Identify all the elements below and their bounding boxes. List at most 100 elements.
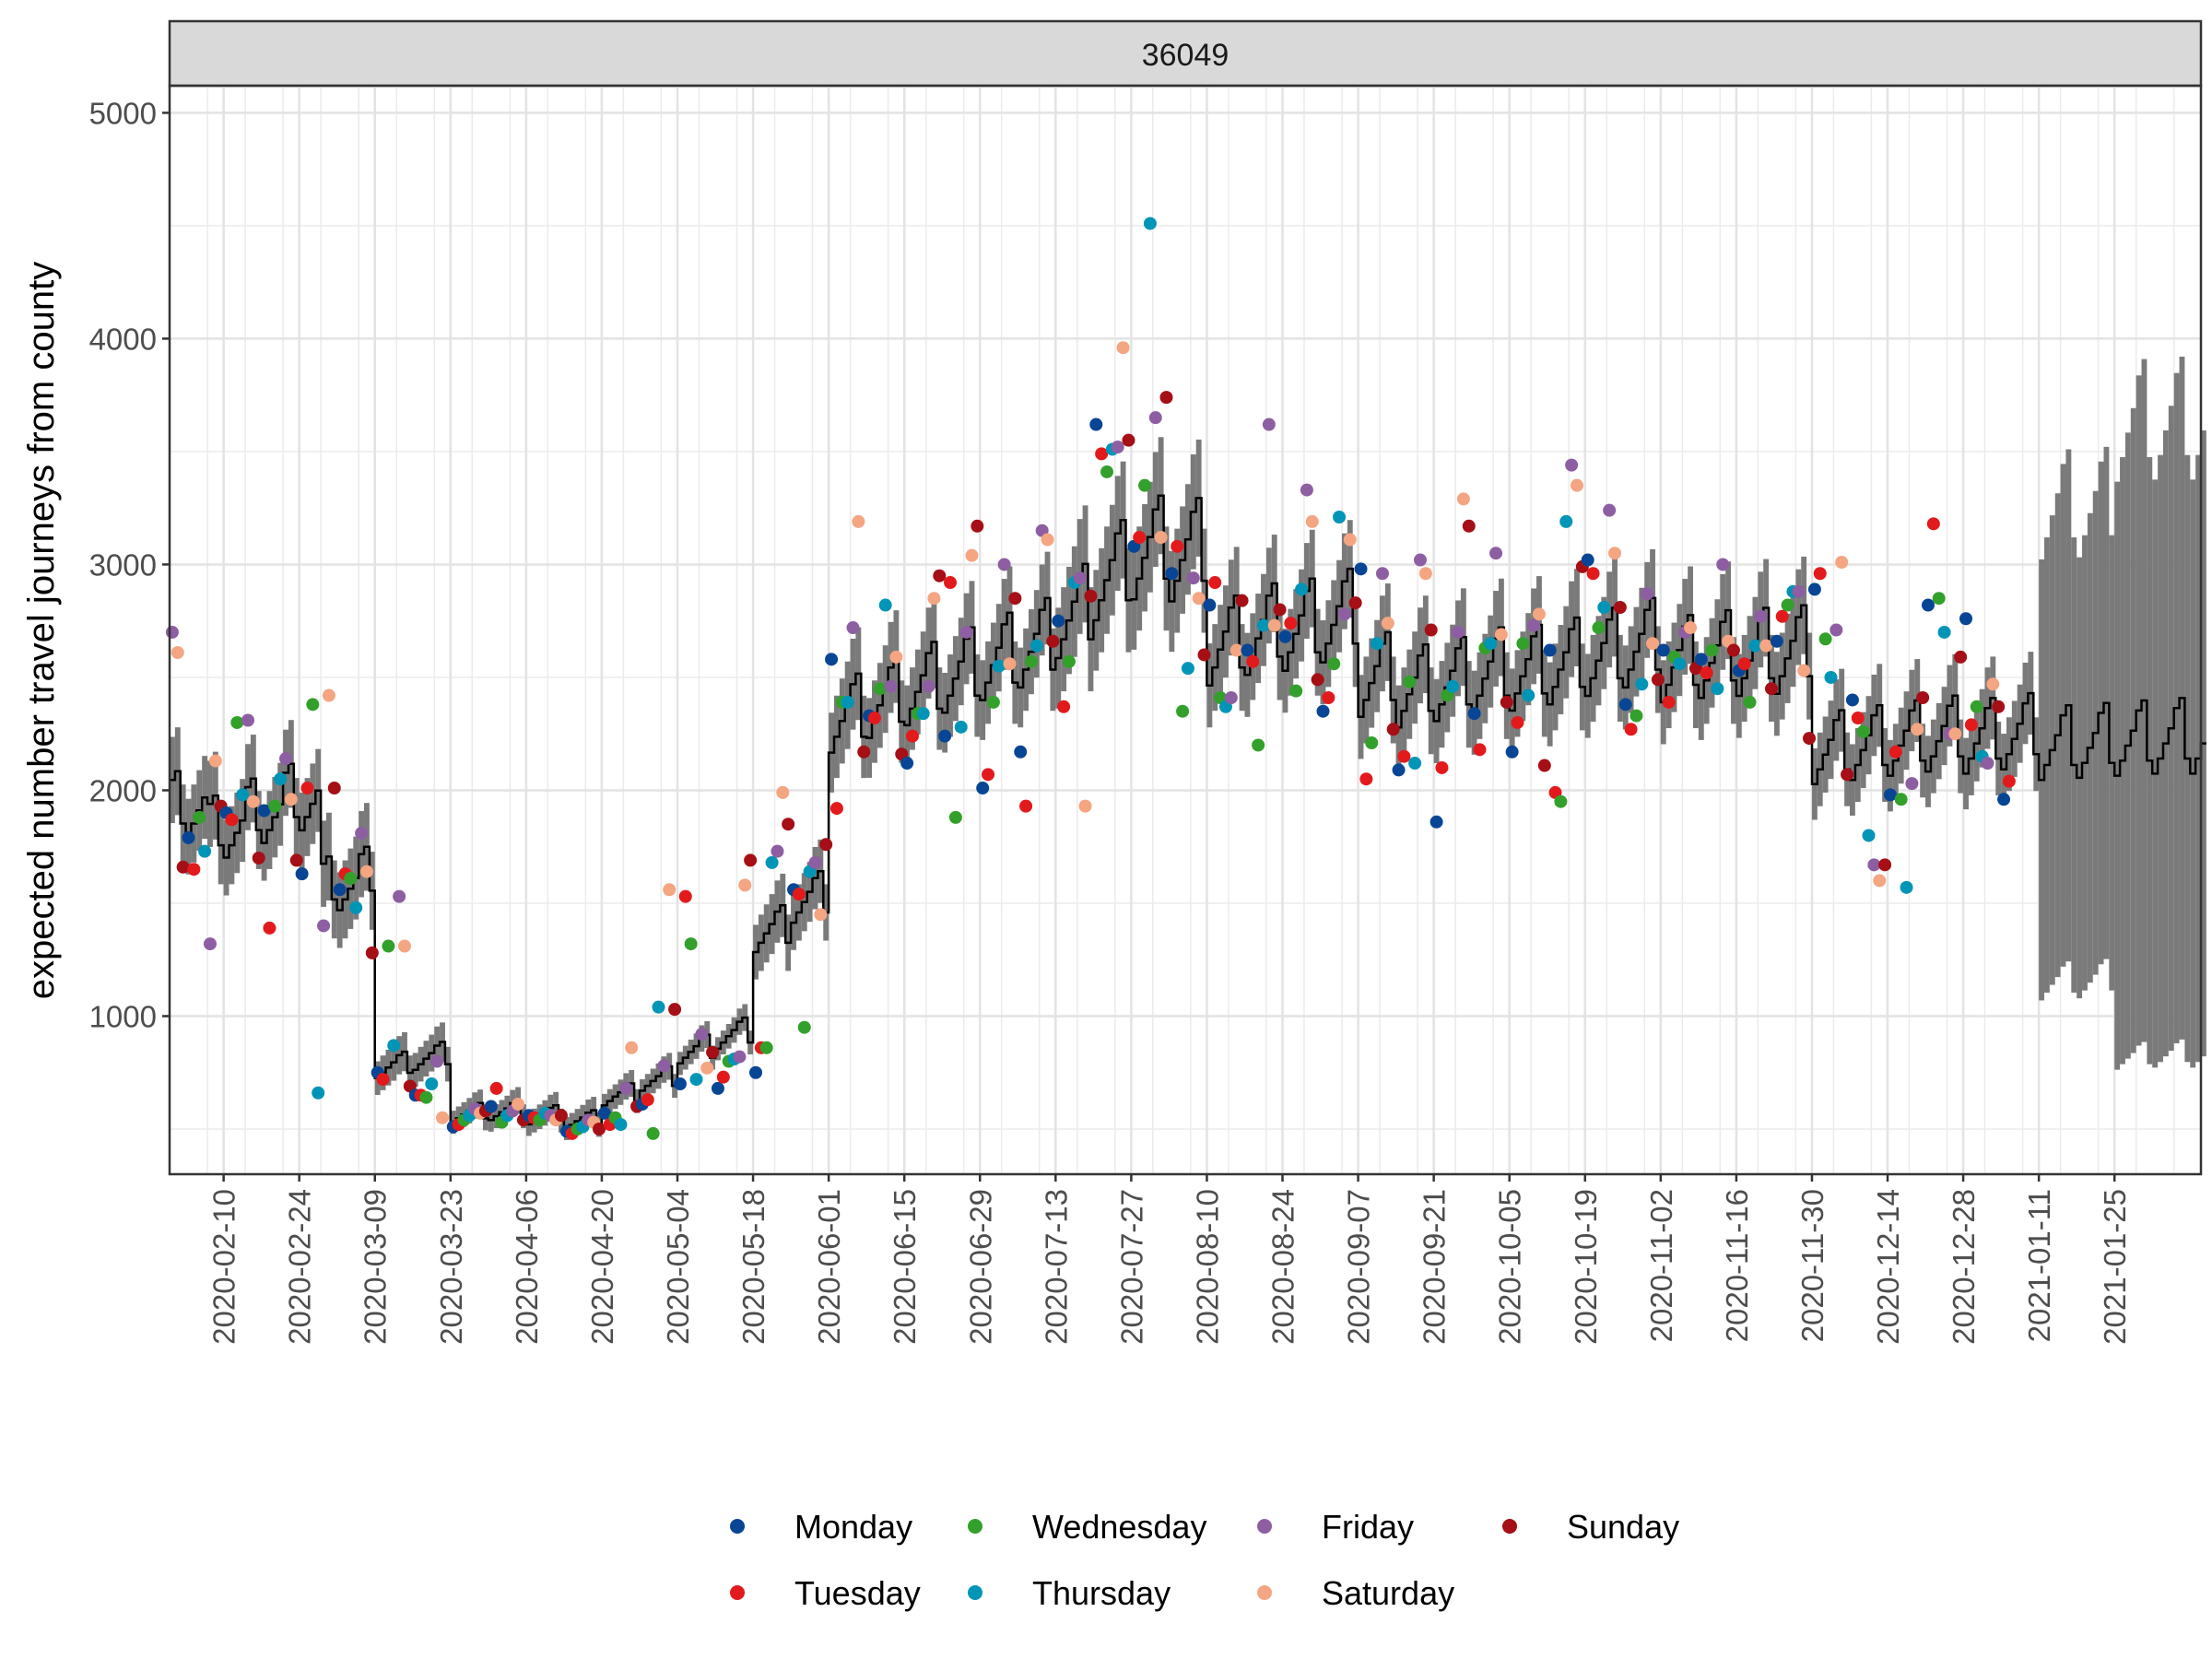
observed-point-tuesday xyxy=(300,782,313,794)
observed-point-saturday xyxy=(285,793,298,806)
observed-point-saturday xyxy=(436,1112,449,1124)
observed-point-monday xyxy=(674,1077,687,1090)
observed-point-monday xyxy=(485,1100,498,1112)
legend-key-thursday xyxy=(968,1585,982,1600)
observed-point-sunday xyxy=(857,746,870,759)
x-tick-label: 2020-05-04 xyxy=(661,1189,695,1345)
x-tick-label: 2020-12-14 xyxy=(1871,1189,1905,1345)
observed-point-sunday xyxy=(555,1109,568,1122)
observed-point-tuesday xyxy=(1473,743,1486,756)
observed-point-saturday xyxy=(1684,621,1697,634)
observed-point-friday xyxy=(1263,418,1276,431)
observed-point-monday xyxy=(1430,816,1443,829)
x-tick-label: 2020-02-24 xyxy=(283,1189,317,1345)
observed-point-monday xyxy=(1997,793,2010,806)
observed-point-thursday xyxy=(1711,682,1724,695)
observed-point-friday xyxy=(960,626,973,639)
observed-point-tuesday xyxy=(1965,718,1978,731)
observed-point-thursday xyxy=(387,1039,400,1052)
y-tick-label: 4000 xyxy=(89,322,157,356)
observed-point-saturday xyxy=(1533,607,1546,620)
observed-point-tuesday xyxy=(1776,610,1789,623)
observed-point-monday xyxy=(1619,698,1632,711)
observed-point-sunday xyxy=(1916,691,1929,704)
observed-point-wednesday xyxy=(1289,685,1302,698)
x-tick-label: 2020-11-30 xyxy=(1795,1189,1830,1342)
observed-point-monday xyxy=(1468,707,1481,720)
observed-point-sunday xyxy=(1463,520,1476,533)
observed-point-wednesday xyxy=(230,716,243,729)
observed-point-saturday xyxy=(1344,533,1357,546)
observed-point-monday xyxy=(1393,763,1406,776)
observed-point-tuesday xyxy=(982,768,994,781)
observed-point-friday xyxy=(1754,610,1767,623)
observed-point-thursday xyxy=(652,1001,665,1014)
observed-point-friday xyxy=(1792,585,1805,598)
observed-point-friday xyxy=(1565,459,1578,472)
observed-point-wednesday xyxy=(647,1127,660,1140)
observed-point-tuesday xyxy=(1738,657,1751,670)
observed-point-friday xyxy=(885,680,898,693)
observed-point-tuesday xyxy=(868,712,881,724)
observed-point-sunday xyxy=(1387,723,1400,735)
observed-point-thursday xyxy=(1522,689,1535,702)
observed-point-monday xyxy=(1089,418,1102,431)
observed-point-tuesday xyxy=(1852,712,1865,724)
observed-point-thursday xyxy=(1900,881,1913,894)
observed-point-monday xyxy=(1846,693,1859,706)
observed-point-sunday xyxy=(668,1003,681,1016)
observed-point-wednesday xyxy=(268,800,281,813)
observed-point-wednesday xyxy=(760,1041,773,1054)
observed-point-monday xyxy=(1771,635,1783,648)
observed-point-tuesday xyxy=(717,1071,730,1084)
observed-point-monday xyxy=(1544,644,1557,657)
observed-point-thursday xyxy=(1371,637,1383,650)
observed-point-sunday xyxy=(1765,682,1778,695)
observed-point-thursday xyxy=(1446,680,1459,693)
observed-point-tuesday xyxy=(906,730,919,743)
observed-point-tuesday xyxy=(490,1082,503,1095)
observed-point-tuesday xyxy=(2003,775,2016,788)
observed-point-wednesday xyxy=(949,811,962,824)
observed-point-monday xyxy=(976,782,989,794)
legend-label: Wednesday xyxy=(1032,1508,1206,1546)
observed-point-wednesday xyxy=(1327,657,1340,670)
observed-point-thursday xyxy=(349,901,362,914)
observed-point-wednesday xyxy=(193,811,206,824)
observed-point-saturday xyxy=(1571,479,1583,492)
observed-point-tuesday xyxy=(1435,761,1448,774)
x-tick-label: 2020-12-28 xyxy=(1947,1189,1981,1345)
y-tick-label: 2000 xyxy=(89,773,157,807)
observed-point-tuesday xyxy=(1057,700,1070,713)
observed-point-sunday xyxy=(1841,768,1853,781)
observed-point-friday xyxy=(1414,554,1427,567)
observed-point-saturday xyxy=(1041,533,1054,546)
observed-point-wednesday xyxy=(1100,465,1113,478)
observed-point-thursday xyxy=(1182,662,1194,675)
observed-point-thursday xyxy=(312,1087,324,1100)
observed-point-friday xyxy=(1641,587,1653,600)
observed-point-wednesday xyxy=(1516,637,1529,650)
observed-point-wednesday xyxy=(798,1021,811,1034)
observed-point-saturday xyxy=(1646,637,1659,650)
observed-point-saturday xyxy=(171,646,184,659)
observed-point-friday xyxy=(393,890,406,903)
observed-point-tuesday xyxy=(377,1073,390,1086)
x-tick-label: 2020-03-09 xyxy=(359,1189,393,1345)
observed-point-friday xyxy=(1830,624,1842,637)
observed-point-sunday xyxy=(971,520,983,533)
observed-point-friday xyxy=(1112,441,1124,453)
observed-point-sunday xyxy=(1122,434,1135,447)
x-tick-label: 2020-05-18 xyxy=(736,1189,771,1345)
observed-point-thursday xyxy=(1408,757,1421,770)
observed-point-wednesday xyxy=(1554,795,1567,808)
observed-point-sunday xyxy=(253,852,265,865)
facet-strip-label: 36049 xyxy=(1142,38,1230,73)
y-tick-label: 5000 xyxy=(89,96,157,130)
observed-point-saturday xyxy=(247,795,260,808)
legend-label: Saturday xyxy=(1322,1574,1454,1612)
observed-point-friday xyxy=(1338,607,1351,620)
observed-point-tuesday xyxy=(641,1093,654,1106)
observed-point-tuesday xyxy=(1927,517,1940,530)
